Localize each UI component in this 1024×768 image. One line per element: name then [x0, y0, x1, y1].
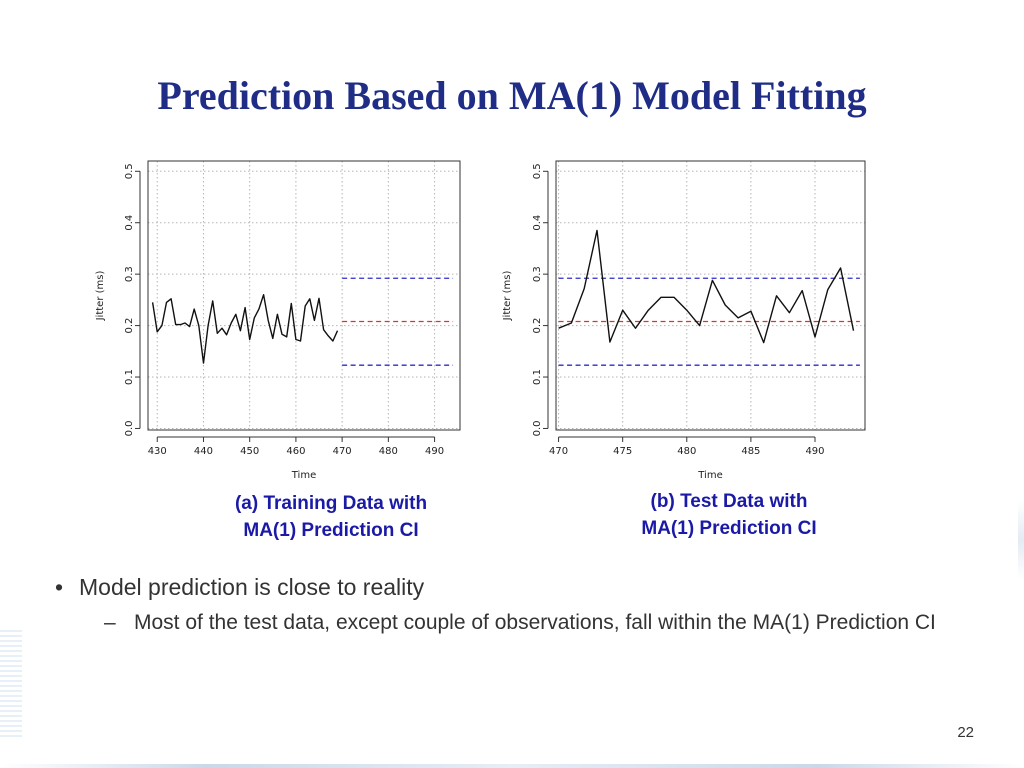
left-edge-decoration: [0, 630, 22, 740]
plot-frame: [555, 160, 866, 431]
x-axis-label: Time: [291, 470, 316, 481]
bullet-text: Model prediction is close to reality: [79, 574, 425, 600]
x-axis-label: Time: [697, 470, 722, 481]
x-tick-label-1: 475: [613, 446, 632, 457]
sub-bullet-point: – Most of the test data, except couple o…: [104, 610, 984, 636]
y-tick-label-4: 0.4: [124, 215, 135, 231]
sub-bullet-text: Most of the test data, except couple of …: [134, 611, 936, 634]
series-line-0: [558, 229, 855, 344]
x-tick-label-0: 470: [549, 446, 568, 457]
y-axis-label: Jitter (ms): [502, 271, 513, 322]
y-axis-label: Jitter (ms): [95, 271, 106, 322]
y-tick-label-3: 0.3: [532, 266, 543, 282]
test-caption-line-2: MA(1) Prediction CI: [641, 518, 817, 539]
y-tick-label-1: 0.1: [532, 369, 543, 385]
y-tick-label-4: 0.4: [532, 215, 543, 231]
x-tick-label-6: 490: [425, 446, 444, 457]
x-tick-label-3: 460: [286, 446, 305, 457]
training-caption-line-2: MA(1) Prediction CI: [243, 520, 419, 541]
bullet-point: • Model prediction is close to reality: [55, 574, 424, 601]
x-tick-label-0: 430: [148, 446, 167, 457]
training-caption-line-1: (a) Training Data with: [234, 493, 428, 514]
y-tick-label-0: 0.0: [532, 421, 543, 437]
plot-frame: [147, 160, 461, 431]
y-tick-label-0: 0.0: [124, 421, 135, 437]
page-number: 22: [957, 724, 974, 741]
x-tick-label-4: 490: [805, 446, 824, 457]
x-tick-label-2: 480: [677, 446, 696, 457]
y-tick-label-5: 0.5: [532, 163, 543, 179]
training-chart-caption: (a) Training Data with MA(1) Prediction …: [181, 490, 481, 544]
sub-bullet-mark: –: [104, 611, 116, 634]
x-tick-label-3: 485: [741, 446, 760, 457]
x-tick-label-2: 450: [240, 446, 259, 457]
slide-title: Prediction Based on MA(1) Model Fitting: [157, 73, 867, 118]
right-edge-decoration: [1018, 500, 1024, 580]
y-tick-label-2: 0.2: [124, 318, 135, 334]
bullet-mark: •: [55, 574, 64, 600]
x-tick-label-5: 480: [379, 446, 398, 457]
y-tick-label-2: 0.2: [532, 318, 543, 334]
y-tick-label-1: 0.1: [124, 369, 135, 385]
y-tick-label-3: 0.3: [124, 266, 135, 282]
y-tick-label-5: 0.5: [124, 163, 135, 179]
footer-decoration: [0, 764, 1024, 768]
x-tick-label-1: 440: [194, 446, 213, 457]
x-tick-label-4: 470: [333, 446, 352, 457]
test-caption-line-1: (b) Test Data with: [650, 491, 808, 512]
test-chart-caption: (b) Test Data with MA(1) Prediction CI: [579, 488, 879, 542]
series-line-0: [151, 294, 339, 364]
